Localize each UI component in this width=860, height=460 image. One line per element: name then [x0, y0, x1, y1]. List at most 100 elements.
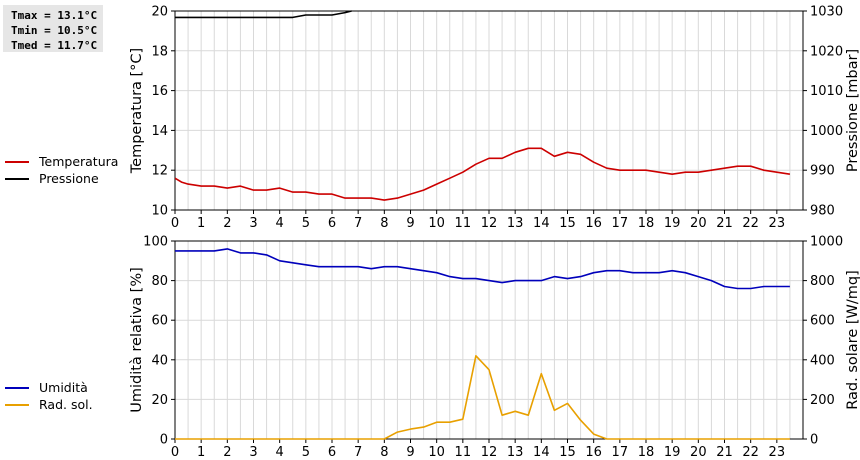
x-tick-label: 1	[197, 216, 205, 231]
y-tick-label-right: 1020	[810, 44, 843, 59]
y-axis-title-right: Pressione [mbar]	[845, 49, 860, 172]
legend-label-pressione: Pressione	[39, 171, 99, 186]
y-tick-label-right: 980	[810, 204, 835, 219]
x-tick-label: 0	[171, 216, 179, 231]
x-tick-label: 4	[276, 216, 284, 231]
legend-swatch-pressione	[5, 177, 29, 180]
x-tick-label: 18	[638, 216, 655, 231]
legend-item-temperatura: Temperatura	[5, 153, 118, 170]
x-tick-label: 23	[769, 445, 786, 460]
series-line-pressione	[175, 10, 352, 19]
x-tick-label: 12	[481, 216, 498, 231]
y-tick-label-right: 600	[810, 314, 835, 329]
x-tick-label: 12	[481, 445, 498, 460]
x-tick-label: 18	[638, 445, 655, 460]
x-tick-label: 6	[328, 216, 336, 231]
series-line-temperatura	[175, 147, 791, 201]
y-tick-label-right: 800	[810, 274, 835, 289]
x-tick-label: 15	[559, 445, 576, 460]
y-tick-label-right: 0	[810, 433, 818, 448]
y-tick-label-right: 1030	[810, 5, 843, 20]
y-tick-label-left: 20	[151, 5, 168, 20]
y-tick-label-right: 1010	[810, 84, 843, 99]
y-tick-label-left: 10	[151, 204, 168, 219]
y-tick-label-left: 18	[151, 44, 168, 59]
y-tick-label-right: 1000	[810, 124, 843, 139]
x-tick-label: 11	[455, 445, 472, 460]
tmed-text: Tmed = 11.7°C	[11, 39, 98, 52]
x-tick-label: 14	[533, 216, 550, 231]
x-tick-label: 16	[585, 216, 602, 231]
y-tick-label-left: 16	[151, 84, 168, 99]
x-tick-label: 10	[428, 216, 445, 231]
x-tick-label: 21	[716, 216, 733, 231]
temperature-stats-box: Tmax = 13.1°C Tmin = 10.5°C Tmed = 11.7°…	[3, 5, 103, 52]
legend-bottom: Umidità Rad. sol.	[5, 379, 93, 413]
x-tick-label: 3	[249, 216, 257, 231]
y-tick-label-right: 200	[810, 393, 835, 408]
x-tick-label: 3	[249, 445, 257, 460]
legend-item-umidita: Umidità	[5, 379, 93, 396]
x-tick-label: 8	[380, 445, 388, 460]
y-axis-title-left: Umidità relativa [%]	[129, 267, 145, 413]
legend-swatch-temperatura	[5, 160, 29, 163]
x-tick-label: 5	[302, 216, 310, 231]
series-line-rad-sol	[175, 354, 790, 440]
x-tick-label: 8	[380, 216, 388, 231]
x-tick-label: 13	[507, 216, 524, 231]
x-tick-label: 17	[612, 216, 629, 231]
legend-swatch-radsol	[5, 403, 29, 406]
x-tick-label: 5	[302, 445, 310, 460]
y-axis-title-left: Temperatura [°C]	[129, 48, 145, 174]
series-line-umidit	[175, 248, 790, 290]
x-tick-label: 22	[742, 216, 759, 231]
tmin-text: Tmin = 10.5°C	[11, 24, 98, 37]
y-axis-title-right: Rad. solare [W/mq]	[845, 270, 860, 409]
legend-label-umidita: Umidità	[39, 380, 88, 395]
x-tick-label: 10	[428, 445, 445, 460]
x-tick-label: 21	[716, 445, 733, 460]
legend-top: Temperatura Pressione	[5, 153, 118, 187]
x-tick-label: 9	[406, 445, 414, 460]
y-tick-label-left: 20	[151, 393, 168, 408]
x-tick-label: 7	[354, 216, 362, 231]
x-tick-label: 20	[690, 445, 707, 460]
x-tick-label: 2	[223, 216, 231, 231]
x-tick-label: 4	[276, 445, 284, 460]
y-tick-label-right: 1000	[810, 235, 843, 250]
x-tick-label: 13	[507, 445, 524, 460]
y-tick-label-left: 40	[151, 353, 168, 368]
x-tick-label: 19	[664, 216, 681, 231]
x-tick-label: 1	[197, 445, 205, 460]
x-tick-label: 6	[328, 445, 336, 460]
x-tick-label: 11	[455, 216, 472, 231]
chart-panel-1: 0 1 2 3 4 5 6 7 8 9 10 11 12 13 14 15 16 17 18 19 20 21 22 2310…	[129, 5, 860, 232]
tmax-text: Tmax = 13.1°C	[11, 9, 98, 22]
x-tick-label: 22	[742, 445, 759, 460]
legend-swatch-umidita	[5, 386, 29, 389]
y-tick-label-left: 80	[151, 274, 168, 289]
x-tick-label: 9	[406, 216, 414, 231]
x-tick-label: 20	[690, 216, 707, 231]
x-tick-label: 15	[559, 216, 576, 231]
x-tick-label: 2	[223, 445, 231, 460]
y-tick-label-left: 0	[160, 433, 168, 448]
y-tick-label-left: 60	[151, 314, 168, 329]
x-tick-label: 7	[354, 445, 362, 460]
chart-panel-2: 0 1 2 3 4 5 6 7 8 9 10 11 12 13 14 15 16 17 18 19 20 21 22 2302…	[129, 235, 860, 460]
x-tick-label: 0	[171, 445, 179, 460]
x-tick-label: 16	[585, 445, 602, 460]
legend-item-pressione: Pressione	[5, 170, 118, 187]
x-tick-label: 23	[769, 216, 786, 231]
legend-item-radsol: Rad. sol.	[5, 396, 93, 413]
y-tick-label-right: 400	[810, 353, 835, 368]
legend-label-temperatura: Temperatura	[39, 154, 119, 169]
x-tick-label: 19	[664, 445, 681, 460]
x-tick-label: 14	[533, 445, 550, 460]
y-tick-label-right: 990	[810, 164, 835, 179]
y-tick-label-left: 12	[151, 164, 168, 179]
legend-label-radsol: Rad. sol.	[39, 397, 93, 412]
x-tick-label: 17	[612, 445, 629, 460]
y-tick-label-left: 14	[151, 124, 168, 139]
